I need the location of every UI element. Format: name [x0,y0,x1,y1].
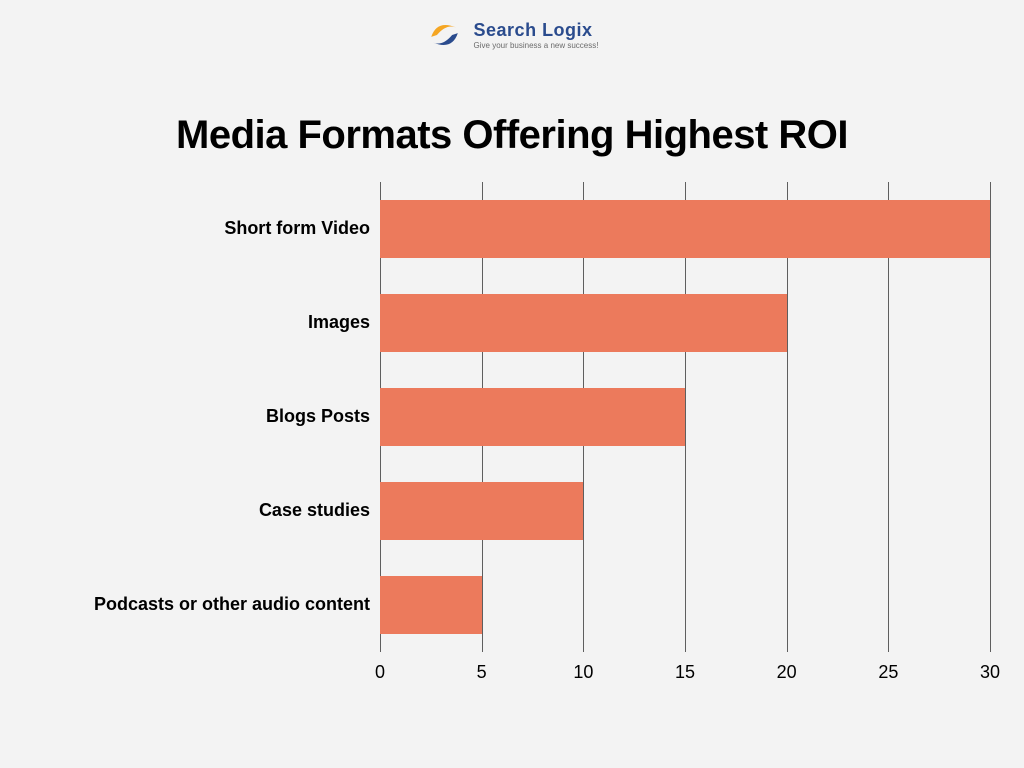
chart-bar [380,388,685,446]
page-root: Search Logix Give your business a new su… [0,0,1024,768]
chart-bar [380,294,787,352]
x-tick-label: 25 [878,662,898,683]
x-tick-label: 30 [980,662,1000,683]
y-category-label: Images [80,312,370,333]
logo-brand-name: Search Logix [474,21,599,39]
logo-tagline: Give your business a new success! [474,42,599,50]
x-tick-label: 5 [477,662,487,683]
y-category-label: Blogs Posts [80,406,370,427]
y-category-label: Case studies [80,500,370,521]
brand-logo: Search Logix Give your business a new su… [426,16,599,54]
logo-swoosh-icon [426,16,464,54]
chart-bar [380,576,482,634]
x-tick-label: 10 [573,662,593,683]
chart-title: Media Formats Offering Highest ROI [0,113,1024,158]
chart-gridline [990,182,991,652]
x-tick-label: 15 [675,662,695,683]
chart-bar [380,200,990,258]
logo-text-block: Search Logix Give your business a new su… [474,21,599,50]
y-category-label: Podcasts or other audio content [80,594,370,615]
chart-bar [380,482,583,540]
x-tick-label: 0 [375,662,385,683]
roi-bar-chart: 051015202530 Short form Video Images Blogs… [80,182,990,692]
y-category-label: Short form Video [80,218,370,239]
x-tick-label: 20 [777,662,797,683]
chart-plot-area: 051015202530 [380,182,990,652]
